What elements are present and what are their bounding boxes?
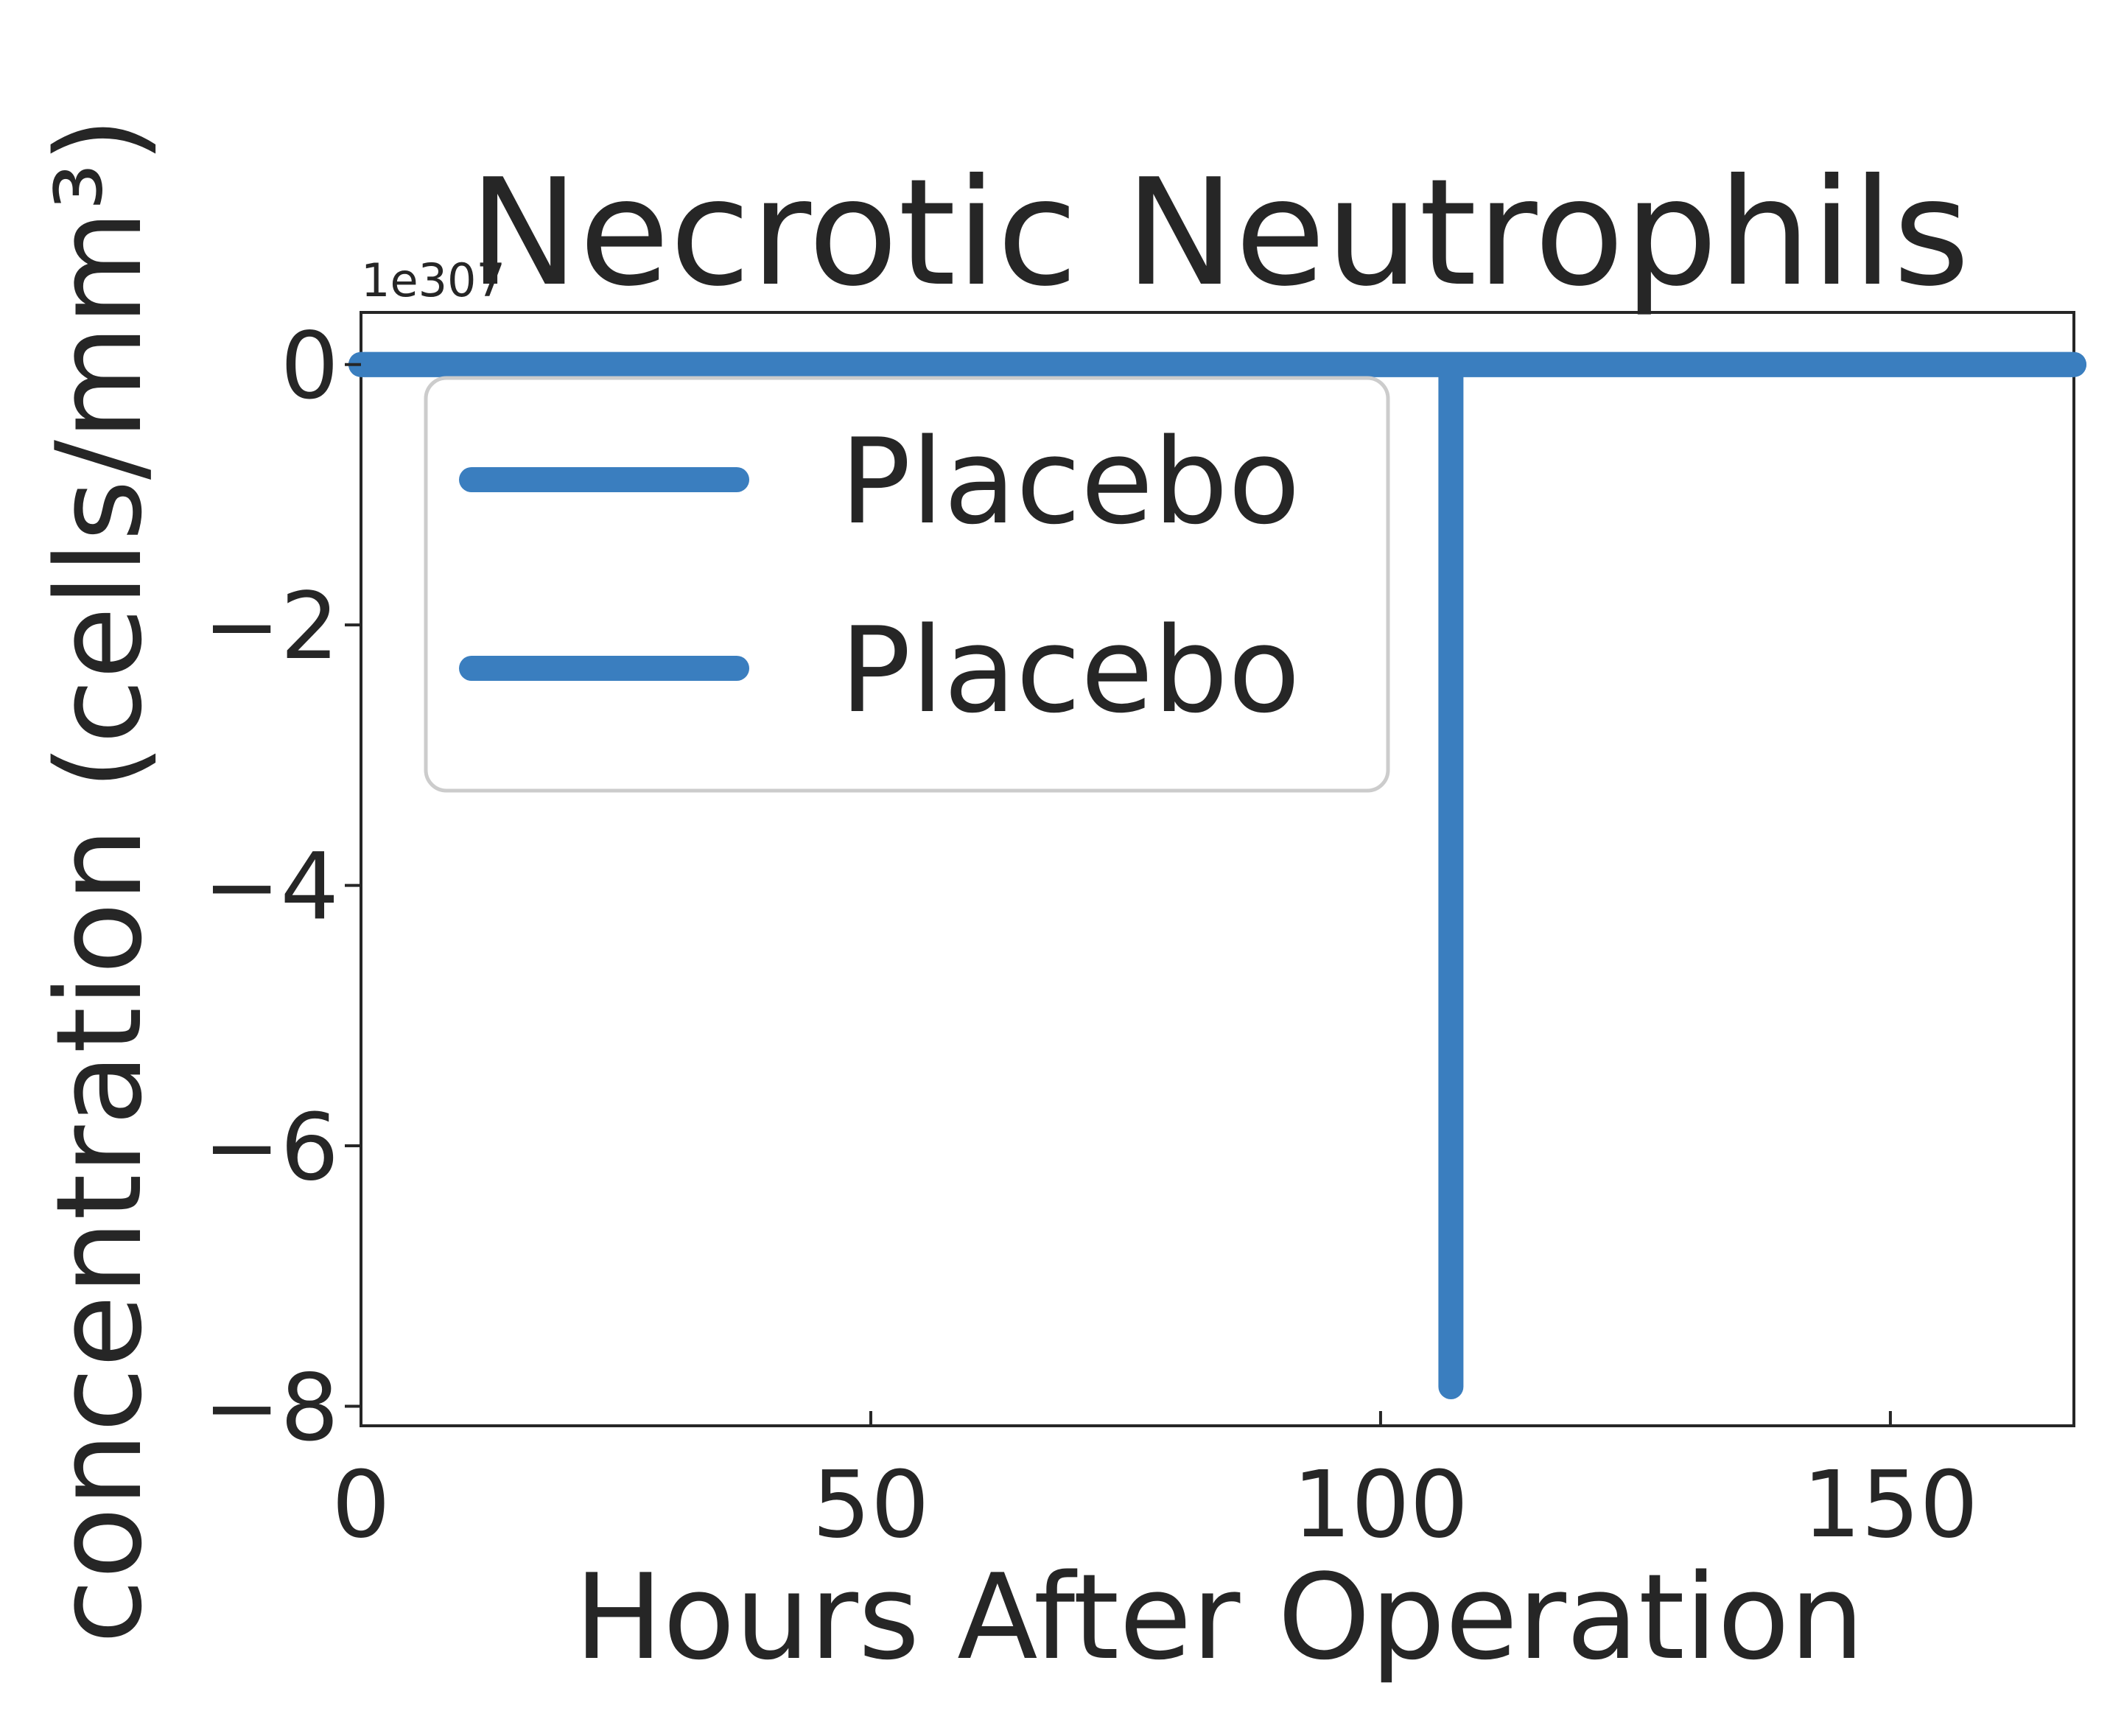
series-layer [348, 351, 2086, 1399]
x-tick-label: 50 [812, 1452, 929, 1558]
ticks-layer: 0 50 100 150 0 −2 −4 −6 −8 [203, 313, 1978, 1558]
x-tick-label: 100 [1293, 1452, 1469, 1558]
plot-area [360, 311, 2075, 1427]
x-tick-label: 150 [1803, 1452, 1979, 1558]
y-tick-label: −4 [203, 834, 339, 941]
legend-label-1: Placebo [840, 413, 1300, 550]
x-axis-title: Hours After Operation [575, 1548, 1865, 1686]
y-axis-offset-label: 1e307 [361, 253, 505, 307]
y-tick-label: 0 [280, 313, 339, 420]
axes-frame [360, 311, 2075, 1427]
y-tick-label: −6 [203, 1094, 339, 1201]
legend-label-2: Placebo [840, 601, 1300, 739]
x-tick-label: 0 [332, 1452, 390, 1558]
y-axis-title: concentration (cells/mm³) [30, 117, 168, 1644]
y-tick-label: −8 [203, 1354, 339, 1461]
chart-title: Necrotic Neutrophils [469, 147, 1969, 319]
legend: Placebo Placebo [424, 376, 1390, 793]
y-tick-label: −2 [203, 573, 339, 680]
